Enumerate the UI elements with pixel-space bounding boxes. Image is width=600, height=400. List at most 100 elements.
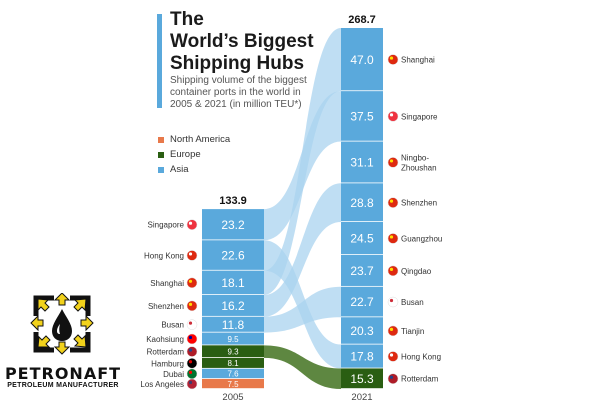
value-label-2021-ningbo-zhoushan: 31.1	[350, 156, 374, 170]
value-label-2005-busan: 11.8	[222, 318, 245, 332]
china-flag-icon	[186, 277, 198, 289]
subtitle-line-1: Shipping volume of the biggest	[170, 75, 307, 86]
value-label-2005-los-angeles: 7.5	[227, 380, 239, 389]
netherlands-flag-icon	[387, 373, 399, 384]
port-label-2005-kaohsiung: Kaohsiung	[146, 335, 184, 344]
china-flag-icon-base	[387, 233, 399, 244]
china-flag-icon	[387, 157, 399, 168]
legend-swatch-asia	[158, 166, 164, 173]
china-flag-icon-mark	[389, 159, 394, 163]
value-label-2021-hong-kong: 17.8	[350, 350, 374, 364]
flow-hong-kong	[264, 240, 341, 369]
bar-2005-hong-kong	[202, 240, 264, 270]
germany-flag-icon	[186, 358, 198, 369]
usa-flag-icon-base	[186, 378, 198, 390]
taiwan-flag-icon	[186, 333, 198, 345]
bar-2005-singapore	[202, 209, 264, 240]
page-title-line-1: The	[170, 9, 204, 30]
singapore-flag-icon-mark	[188, 221, 193, 225]
bar-2021-shenzhen	[341, 183, 383, 222]
legend-item-asia: Asia	[158, 162, 230, 177]
uae-flag-icon	[186, 368, 198, 380]
usa-flag-icon	[186, 378, 198, 390]
germany-flag-icon-base	[186, 358, 198, 369]
bar-2021-rotterdam	[341, 368, 383, 389]
south-korea-flag-icon-mark	[389, 298, 394, 303]
value-label-2005-hong-kong: 22.6	[221, 249, 245, 263]
netherlands-flag-icon-base	[186, 346, 198, 357]
port-label-2005-shenzhen: Shenzhen	[148, 302, 184, 311]
bar-2005-dubai	[202, 368, 264, 379]
page-title-line-3: Shipping Hubs	[170, 53, 305, 74]
legend-swatch-europe	[158, 151, 164, 158]
column-2005: 23.2 Singapore 22.6 Hong Kong 18.1 Shanghai 16…	[140, 195, 264, 400]
china-flag-icon-base	[387, 325, 399, 337]
oil-drop-icon	[52, 309, 72, 341]
value-label-2021-shenzhen: 28.8	[350, 196, 374, 210]
petronaft-logo	[30, 293, 94, 355]
china-flag-icon	[387, 265, 399, 277]
hong-kong-flag-icon-base	[387, 351, 399, 362]
bar-2005-rotterdam	[202, 345, 264, 358]
port-label-2021-qingdao: Qingdao	[401, 267, 432, 276]
bar-2021-shanghai	[341, 28, 383, 91]
china-flag-icon-base	[387, 157, 399, 168]
legend-swatch-north-america	[158, 136, 164, 143]
bar-2005-shanghai	[202, 270, 264, 295]
total-label-2021: 268.7	[348, 14, 376, 26]
port-label-2021-ningbo-zhoushan-line-2: Zhoushan	[401, 163, 437, 172]
netherlands-flag-icon-base	[387, 373, 399, 384]
china-flag-icon-base	[186, 300, 198, 312]
south-korea-flag-icon-base	[387, 296, 399, 308]
china-flag-icon	[387, 233, 399, 244]
bar-2021-tianjin	[341, 317, 383, 344]
value-label-2005-kaohsiung: 9.5	[227, 335, 239, 344]
china-flag-icon	[186, 300, 198, 312]
china-flag-icon-mark	[389, 199, 394, 203]
singapore-flag-icon-mark	[389, 113, 394, 117]
subtitle-line-2: container ports in the world in	[170, 87, 301, 98]
china-flag-icon-base	[387, 197, 399, 208]
china-flag-icon-mark	[188, 302, 193, 306]
singapore-flag-icon	[186, 219, 198, 230]
hong-kong-flag-icon	[387, 351, 399, 362]
uae-flag-icon-base	[186, 368, 198, 380]
singapore-flag-icon	[387, 111, 399, 122]
port-label-2021-tianjin: Tianjin	[401, 327, 424, 336]
taiwan-flag-icon-mark	[188, 335, 193, 340]
germany-flag-icon-mark	[188, 360, 193, 364]
value-label-2005-shenzhen: 16.2	[221, 299, 245, 313]
south-korea-flag-icon	[186, 319, 198, 330]
logo-arrows	[30, 293, 94, 355]
brand-name: PETRONAFT	[4, 364, 122, 383]
singapore-flag-icon-base	[387, 111, 399, 122]
value-label-2005-singapore: 23.2	[221, 218, 245, 232]
taiwan-flag-icon-base	[186, 333, 198, 345]
year-label-2005: 2005	[222, 392, 243, 400]
netherlands-flag-icon-mark	[188, 348, 193, 352]
port-label-2021-shenzhen: Shenzhen	[401, 199, 437, 208]
port-label-2005-dubai: Dubai	[163, 370, 184, 379]
netherlands-flag-icon	[186, 346, 198, 357]
netherlands-flag-icon-mark	[389, 375, 394, 379]
hong-kong-flag-icon	[186, 250, 198, 261]
china-flag-icon-mark	[188, 279, 193, 283]
china-flag-icon-mark	[389, 235, 394, 239]
port-label-2021-guangzhou: Guangzhou	[401, 234, 442, 243]
china-flag-icon	[387, 325, 399, 337]
hong-kong-flag-icon-base	[186, 250, 198, 261]
brand-tagline: PETROLEUM MANUFACTURER	[7, 382, 119, 389]
flow-rotterdam	[264, 345, 341, 389]
flow-shenzhen	[264, 183, 341, 317]
port-label-2021-ningbo-zhoushan-line-1: Ningbo-	[401, 153, 429, 162]
bar-2005-hamburg	[202, 357, 264, 368]
legend-label-europe: Europe	[170, 149, 201, 160]
bar-2005-busan	[202, 316, 264, 332]
port-label-2021-singapore: Singapore	[401, 112, 438, 121]
china-flag-icon	[387, 197, 399, 208]
port-label-2005-rotterdam: Rotterdam	[147, 348, 185, 357]
port-label-2005-busan: Busan	[161, 321, 184, 330]
port-label-2005-singapore: Singapore	[148, 221, 185, 230]
flow-bands	[264, 28, 341, 389]
